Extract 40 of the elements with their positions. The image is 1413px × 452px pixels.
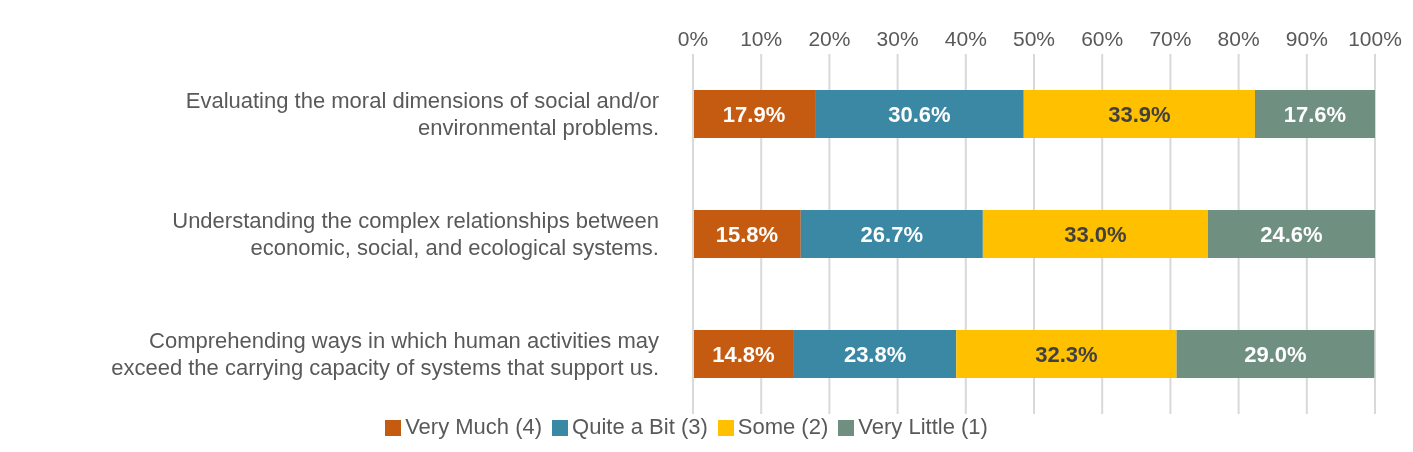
data-label: 17.6% bbox=[1283, 102, 1347, 127]
x-tick-label: 60% bbox=[1081, 27, 1124, 50]
x-tick-label: 0% bbox=[677, 27, 709, 50]
data-label: 17.9% bbox=[722, 102, 786, 127]
data-label: 15.8% bbox=[715, 222, 779, 247]
data-label: 14.8% bbox=[712, 342, 775, 367]
x-tick-label: 70% bbox=[1149, 27, 1192, 50]
x-tick-label: 10% bbox=[740, 27, 783, 50]
y-tick-label: Evaluating the moral dimensions of social and/or environmental problems. bbox=[185, 87, 659, 140]
bar bbox=[982, 210, 1208, 258]
data-label: 32.3% bbox=[1035, 342, 1098, 367]
x-tick-label: 100% bbox=[1348, 27, 1402, 50]
data-label: 23.8% bbox=[843, 342, 907, 367]
legend-label: Very Much (4) bbox=[405, 414, 543, 439]
bar bbox=[693, 90, 816, 138]
x-tick-label: 50% bbox=[1012, 27, 1056, 50]
x-tick-label: 20% bbox=[808, 27, 851, 50]
data-label: 30.6% bbox=[888, 102, 951, 127]
bar bbox=[815, 90, 1024, 138]
y-tick-label: Understanding the complex relationships between economic, social, and ecological systems. bbox=[172, 207, 659, 260]
legend-label: Quite a Bit (3) bbox=[572, 414, 708, 439]
x-tick-label: 90% bbox=[1285, 27, 1328, 50]
legend-label: Very Little (1) bbox=[858, 414, 988, 439]
data-label: 24.6% bbox=[1260, 222, 1323, 247]
bar bbox=[800, 210, 983, 258]
x-tick-label: 30% bbox=[876, 27, 919, 50]
bar bbox=[956, 330, 1177, 378]
bar bbox=[1207, 210, 1375, 258]
bar bbox=[1254, 90, 1375, 138]
data-label: 33.9% bbox=[1108, 102, 1171, 127]
x-tick-label: 80% bbox=[1217, 27, 1260, 50]
bar bbox=[1023, 90, 1255, 138]
bar bbox=[793, 330, 957, 378]
data-label: 33.0% bbox=[1064, 222, 1127, 247]
data-label: 29.0% bbox=[1244, 342, 1307, 367]
bar bbox=[1176, 330, 1375, 378]
legend-label: Some (2) bbox=[737, 414, 829, 439]
data-label: 26.7% bbox=[860, 222, 923, 247]
x-tick-label: 40% bbox=[944, 27, 987, 50]
y-tick-label: Comprehending ways in which human activities may exceed the carrying capacity of systems that support us. bbox=[111, 327, 659, 380]
